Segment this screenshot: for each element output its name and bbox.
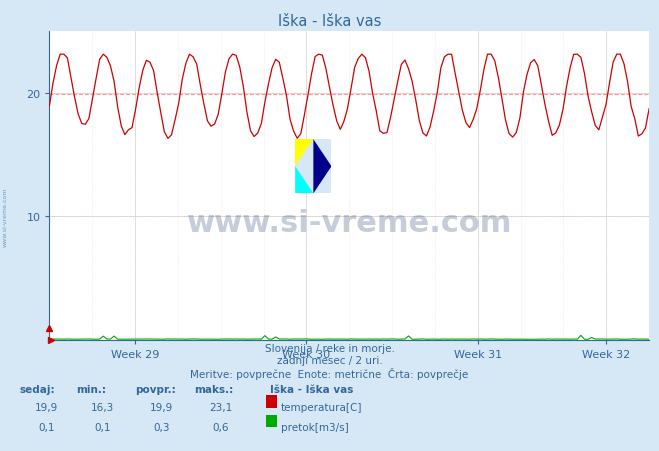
Text: 0,1: 0,1 [38,422,55,432]
Text: www.si-vreme.com: www.si-vreme.com [3,187,8,246]
Text: Iška - Iška vas: Iška - Iška vas [270,384,354,394]
Text: 19,9: 19,9 [150,402,173,412]
Text: www.si-vreme.com: www.si-vreme.com [186,209,512,238]
Text: min.:: min.: [76,384,106,394]
Text: Iška - Iška vas: Iška - Iška vas [278,14,381,29]
Polygon shape [295,140,314,167]
Text: temperatura[C]: temperatura[C] [281,402,362,412]
Text: 23,1: 23,1 [209,402,233,412]
Text: povpr.:: povpr.: [135,384,176,394]
Text: 16,3: 16,3 [90,402,114,412]
Text: zadnji mesec / 2 uri.: zadnji mesec / 2 uri. [277,355,382,365]
Text: 19,9: 19,9 [34,402,58,412]
Text: 0,1: 0,1 [94,422,111,432]
Polygon shape [314,140,331,194]
Text: sedaj:: sedaj: [20,384,55,394]
Polygon shape [295,167,314,194]
Text: pretok[m3/s]: pretok[m3/s] [281,422,349,432]
Text: 0,3: 0,3 [153,422,170,432]
Text: maks.:: maks.: [194,384,234,394]
Text: 0,6: 0,6 [212,422,229,432]
Text: Slovenija / reke in morje.: Slovenija / reke in morje. [264,344,395,354]
Text: Meritve: povprečne  Enote: metrične  Črta: povprečje: Meritve: povprečne Enote: metrične Črta:… [190,367,469,379]
